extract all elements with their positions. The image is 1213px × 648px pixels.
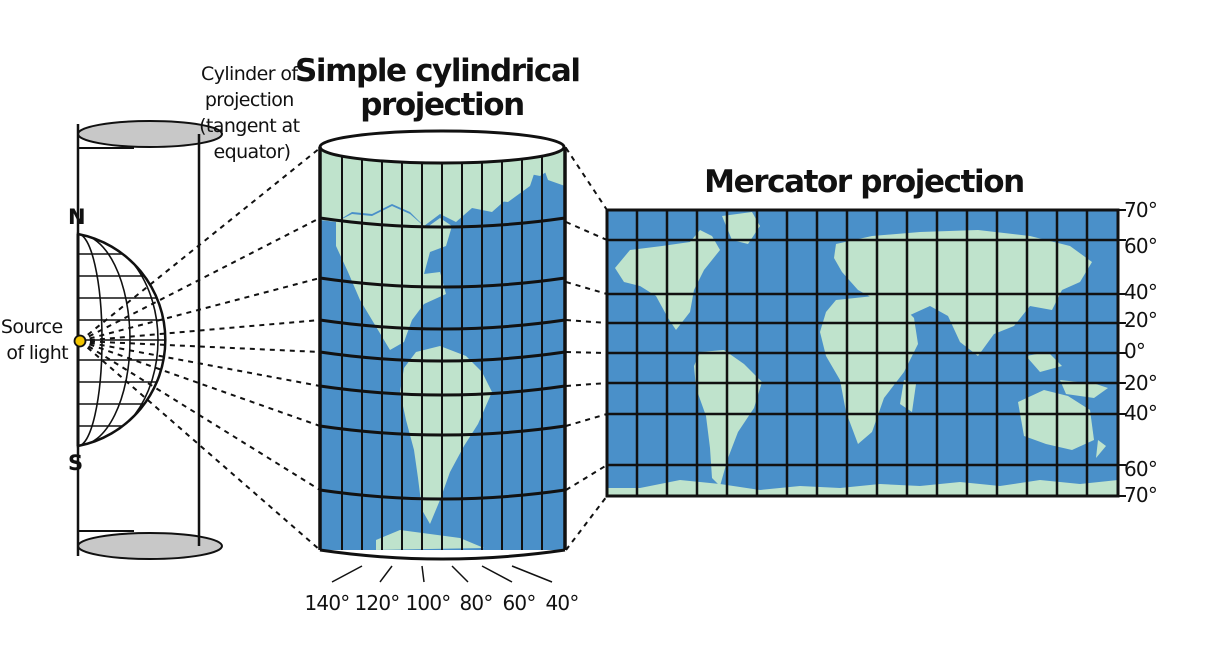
latitude-tick: 70°	[1124, 198, 1157, 222]
latitude-tick: 60°	[1124, 457, 1157, 481]
longitude-tick: 60°	[502, 591, 535, 615]
latitude-tick: 40°	[1124, 401, 1157, 425]
latitude-tick: 0°	[1124, 339, 1145, 363]
longitude-tick: 120°	[355, 591, 400, 615]
longitude-tick: 40°	[545, 591, 578, 615]
tangent-cylinder	[60, 118, 223, 563]
mercator-map	[605, 208, 1126, 498]
cylinder-projection	[318, 129, 567, 561]
simple-cylindrical-title: Simple cylindrical projection	[295, 53, 589, 123]
longitude-tick: 100°	[406, 591, 451, 615]
latitude-ticks: 70° 60° 40° 20° 0° 20° 40° 60° 70°	[1124, 198, 1158, 507]
globe-hemisphere	[76, 232, 167, 448]
cylinder-bottom-cap	[77, 532, 223, 560]
cylinder-note: Cylinder of projection (tangent at equat…	[199, 63, 305, 163]
longitude-tick: 80°	[459, 591, 492, 615]
light-source-dot	[73, 334, 87, 348]
projection-connectors	[565, 147, 608, 551]
source-label: Source of light	[1, 316, 68, 364]
latitude-tick: 70°	[1124, 483, 1157, 507]
latitude-tick: 60°	[1124, 234, 1157, 258]
mercator-title: Mercator projection	[704, 164, 1024, 200]
north-label: N	[68, 205, 86, 229]
south-label: S	[68, 451, 83, 475]
latitude-tick: 40°	[1124, 280, 1157, 304]
longitude-pointers	[331, 565, 553, 583]
longitude-tick: 140°	[305, 591, 350, 615]
light-rays	[79, 147, 321, 551]
longitude-ticks: 140° 120° 100° 80° 60° 40°	[305, 591, 580, 615]
latitude-tick: 20°	[1124, 308, 1157, 332]
latitude-tick: 20°	[1124, 371, 1157, 395]
